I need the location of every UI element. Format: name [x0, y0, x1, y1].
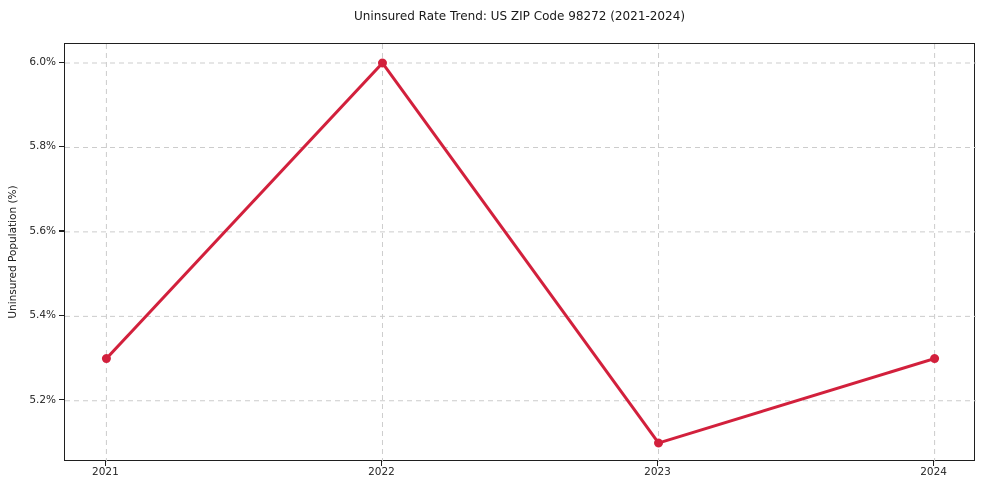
trend-line	[104, 61, 937, 445]
x-tick-mark	[933, 461, 935, 466]
data-point-marker	[101, 354, 111, 364]
data-point-marker	[377, 58, 387, 68]
x-tick-label: 2023	[644, 466, 671, 478]
data-point-marker	[654, 438, 664, 448]
y-tick-mark	[59, 314, 64, 317]
chart-title: Uninsured Rate Trend: US ZIP Code 98272 …	[353, 9, 686, 23]
y-tick-mark	[59, 399, 64, 401]
plot-area	[64, 43, 976, 462]
y-tick-label: 5.8%	[29, 140, 56, 153]
y-tick-label: 5.2%	[29, 393, 56, 406]
y-axis-label-text: Uninsured Population (%)	[7, 185, 19, 319]
y-tick-mark	[59, 230, 64, 232]
x-tick-label: 2022	[368, 466, 395, 478]
data-point-marker	[930, 354, 940, 364]
line-chart-svg	[65, 44, 976, 462]
x-tick-mark	[380, 461, 383, 466]
x-tick-mark	[657, 461, 659, 466]
x-tick-label: 2024	[920, 466, 947, 478]
x-tick-label: 2021	[92, 466, 119, 478]
x-tick-mark	[104, 461, 107, 466]
y-tick-label: 5.6%	[29, 224, 56, 237]
y-tick-mark	[59, 61, 64, 63]
y-tick-mark	[59, 145, 64, 148]
y-tick-label: 5.4%	[29, 309, 56, 322]
y-tick-label: 6.0%	[29, 56, 56, 68]
